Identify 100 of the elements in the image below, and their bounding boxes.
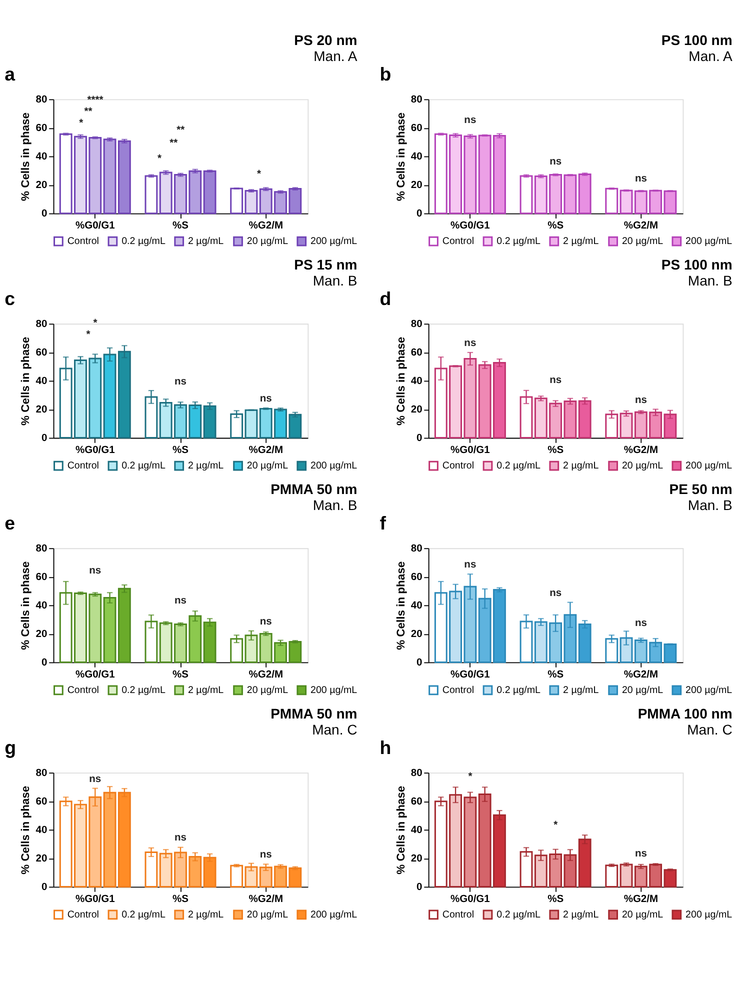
y-tick-label: 20 xyxy=(36,853,48,864)
legend-label: 200 µg/mL xyxy=(686,910,733,920)
x-tick-label: %S xyxy=(172,670,189,681)
legend-label: 0.2 µg/mL xyxy=(496,685,542,696)
legend-label: 200 µg/mL xyxy=(686,685,733,696)
chart-title: PMMA 50 nm xyxy=(270,480,358,497)
y-tick-label: 20 xyxy=(36,180,48,192)
annotation: ns xyxy=(634,395,648,406)
chart-title: PMMA 50 nm xyxy=(270,705,358,722)
y-tick-label: 0 xyxy=(416,882,423,893)
x-tick-label: %G0/G1 xyxy=(75,445,116,456)
annotation: ns xyxy=(634,174,648,185)
legend-label: 20 µg/mL xyxy=(622,910,664,920)
annotation: ns xyxy=(550,375,562,386)
legend-label: 0.2 µg/mL xyxy=(122,685,166,696)
legend-label: 0.2 µg/mL xyxy=(496,460,542,472)
annotation: * xyxy=(86,330,90,341)
legend-label: Control xyxy=(67,685,99,696)
text: b xyxy=(380,64,392,85)
y-axis-title: % Cells in phase xyxy=(395,786,408,874)
annotation: * xyxy=(256,169,261,180)
annotation: * xyxy=(79,118,84,129)
legend-label: 2 µg/mL xyxy=(188,236,224,248)
annotation: ns xyxy=(174,376,187,388)
chart-subtitle: Man. A xyxy=(688,48,733,64)
chart-subtitle: Man. B xyxy=(688,496,732,513)
legend-label: 200 µg/mL xyxy=(310,460,358,472)
y-tick-label: 60 xyxy=(410,796,423,808)
x-tick-label: %G2/M xyxy=(624,220,658,232)
legend-label: Control xyxy=(67,460,99,472)
annotation: ns xyxy=(634,618,648,630)
y-tick-label: 60 xyxy=(410,347,423,358)
chart-subtitle: Man. B xyxy=(688,272,732,288)
annotation: ** xyxy=(84,106,92,118)
annotation: ns xyxy=(464,338,476,350)
legend-label: 0.2 µg/mL xyxy=(122,910,166,920)
y-tick-label: 60 xyxy=(36,796,48,808)
legend-label: Control xyxy=(442,236,474,248)
y-tick-label: 20 xyxy=(410,628,423,640)
chart-title: PS 100 nm xyxy=(661,32,732,48)
x-tick-label: %S xyxy=(548,220,564,232)
y-tick-label: 0 xyxy=(42,208,48,220)
x-tick-label: %G0/G1 xyxy=(75,894,116,906)
annotation: ns xyxy=(550,588,562,600)
legend-label: 20 µg/mL xyxy=(622,460,664,472)
legend-label: 200 µg/mL xyxy=(686,236,733,248)
annotation: **** xyxy=(87,95,104,106)
y-tick-label: 20 xyxy=(410,180,423,192)
y-tick-label: 60 xyxy=(36,123,48,134)
x-tick-label: %G0/G1 xyxy=(450,894,490,906)
text: a xyxy=(4,64,16,85)
annotation: ns xyxy=(260,850,272,861)
y-tick-label: 0 xyxy=(416,433,423,444)
annotation: ns xyxy=(260,616,272,628)
annotation: ns xyxy=(174,595,187,606)
y-axis-title: % Cells in phase xyxy=(20,112,32,202)
annotation: ns xyxy=(634,848,648,860)
y-axis-title: % Cells in phase xyxy=(395,336,408,426)
chart-subtitle: Man. C xyxy=(687,721,732,738)
x-tick-label: %G2/M xyxy=(624,670,658,681)
x-tick-label: %G2/M xyxy=(624,445,658,456)
y-tick-label: 20 xyxy=(410,853,423,864)
legend-label: Control xyxy=(442,685,474,696)
annotation: ns xyxy=(464,115,476,126)
y-tick-label: 0 xyxy=(416,658,423,669)
legend-label: 200 µg/mL xyxy=(310,910,358,920)
y-tick-label: 40 xyxy=(36,824,48,836)
chart-title: PS 100 nm xyxy=(661,256,732,272)
x-tick-label: %S xyxy=(172,445,189,456)
legend-label: Control xyxy=(67,236,99,248)
annotation: ns xyxy=(89,565,102,576)
legend-label: 20 µg/mL xyxy=(246,685,289,696)
y-tick-label: 20 xyxy=(36,404,48,416)
text: h xyxy=(380,736,392,758)
chart-title: PS 20 nm xyxy=(294,32,358,48)
legend-label: 20 µg/mL xyxy=(622,236,664,248)
text: c xyxy=(4,288,16,309)
chart-subtitle: Man. B xyxy=(312,496,358,513)
annotation: ns xyxy=(174,832,187,844)
x-tick-label: %S xyxy=(172,894,189,906)
legend-label: 2 µg/mL xyxy=(188,910,224,920)
legend-label: Control xyxy=(67,910,99,920)
x-tick-label: %S xyxy=(548,670,564,681)
y-axis-title: % Cells in phase xyxy=(20,336,32,426)
y-tick-label: 80 xyxy=(36,543,48,554)
x-tick-label: %G2/M xyxy=(248,670,283,681)
y-tick-label: 80 xyxy=(36,318,48,330)
annotation: * xyxy=(93,318,98,330)
annotation: ns xyxy=(260,394,272,405)
chart-title: PE 50 nm xyxy=(669,480,732,497)
y-tick-label: 80 xyxy=(410,94,423,106)
annotation: ** xyxy=(176,124,185,136)
y-tick-label: 80 xyxy=(410,543,423,554)
y-tick-label: 40 xyxy=(410,376,423,388)
chart-subtitle: Man. C xyxy=(312,721,358,738)
legend-label: 2 µg/mL xyxy=(563,910,600,920)
legend-label: Control xyxy=(442,460,474,472)
y-tick-label: 60 xyxy=(410,123,423,134)
y-tick-label: 40 xyxy=(410,824,423,836)
annotation: ** xyxy=(170,138,178,149)
